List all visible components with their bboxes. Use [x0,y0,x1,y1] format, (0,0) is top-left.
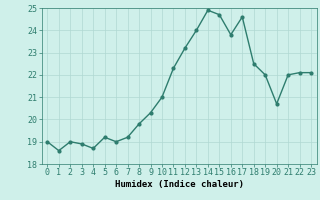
X-axis label: Humidex (Indice chaleur): Humidex (Indice chaleur) [115,180,244,189]
